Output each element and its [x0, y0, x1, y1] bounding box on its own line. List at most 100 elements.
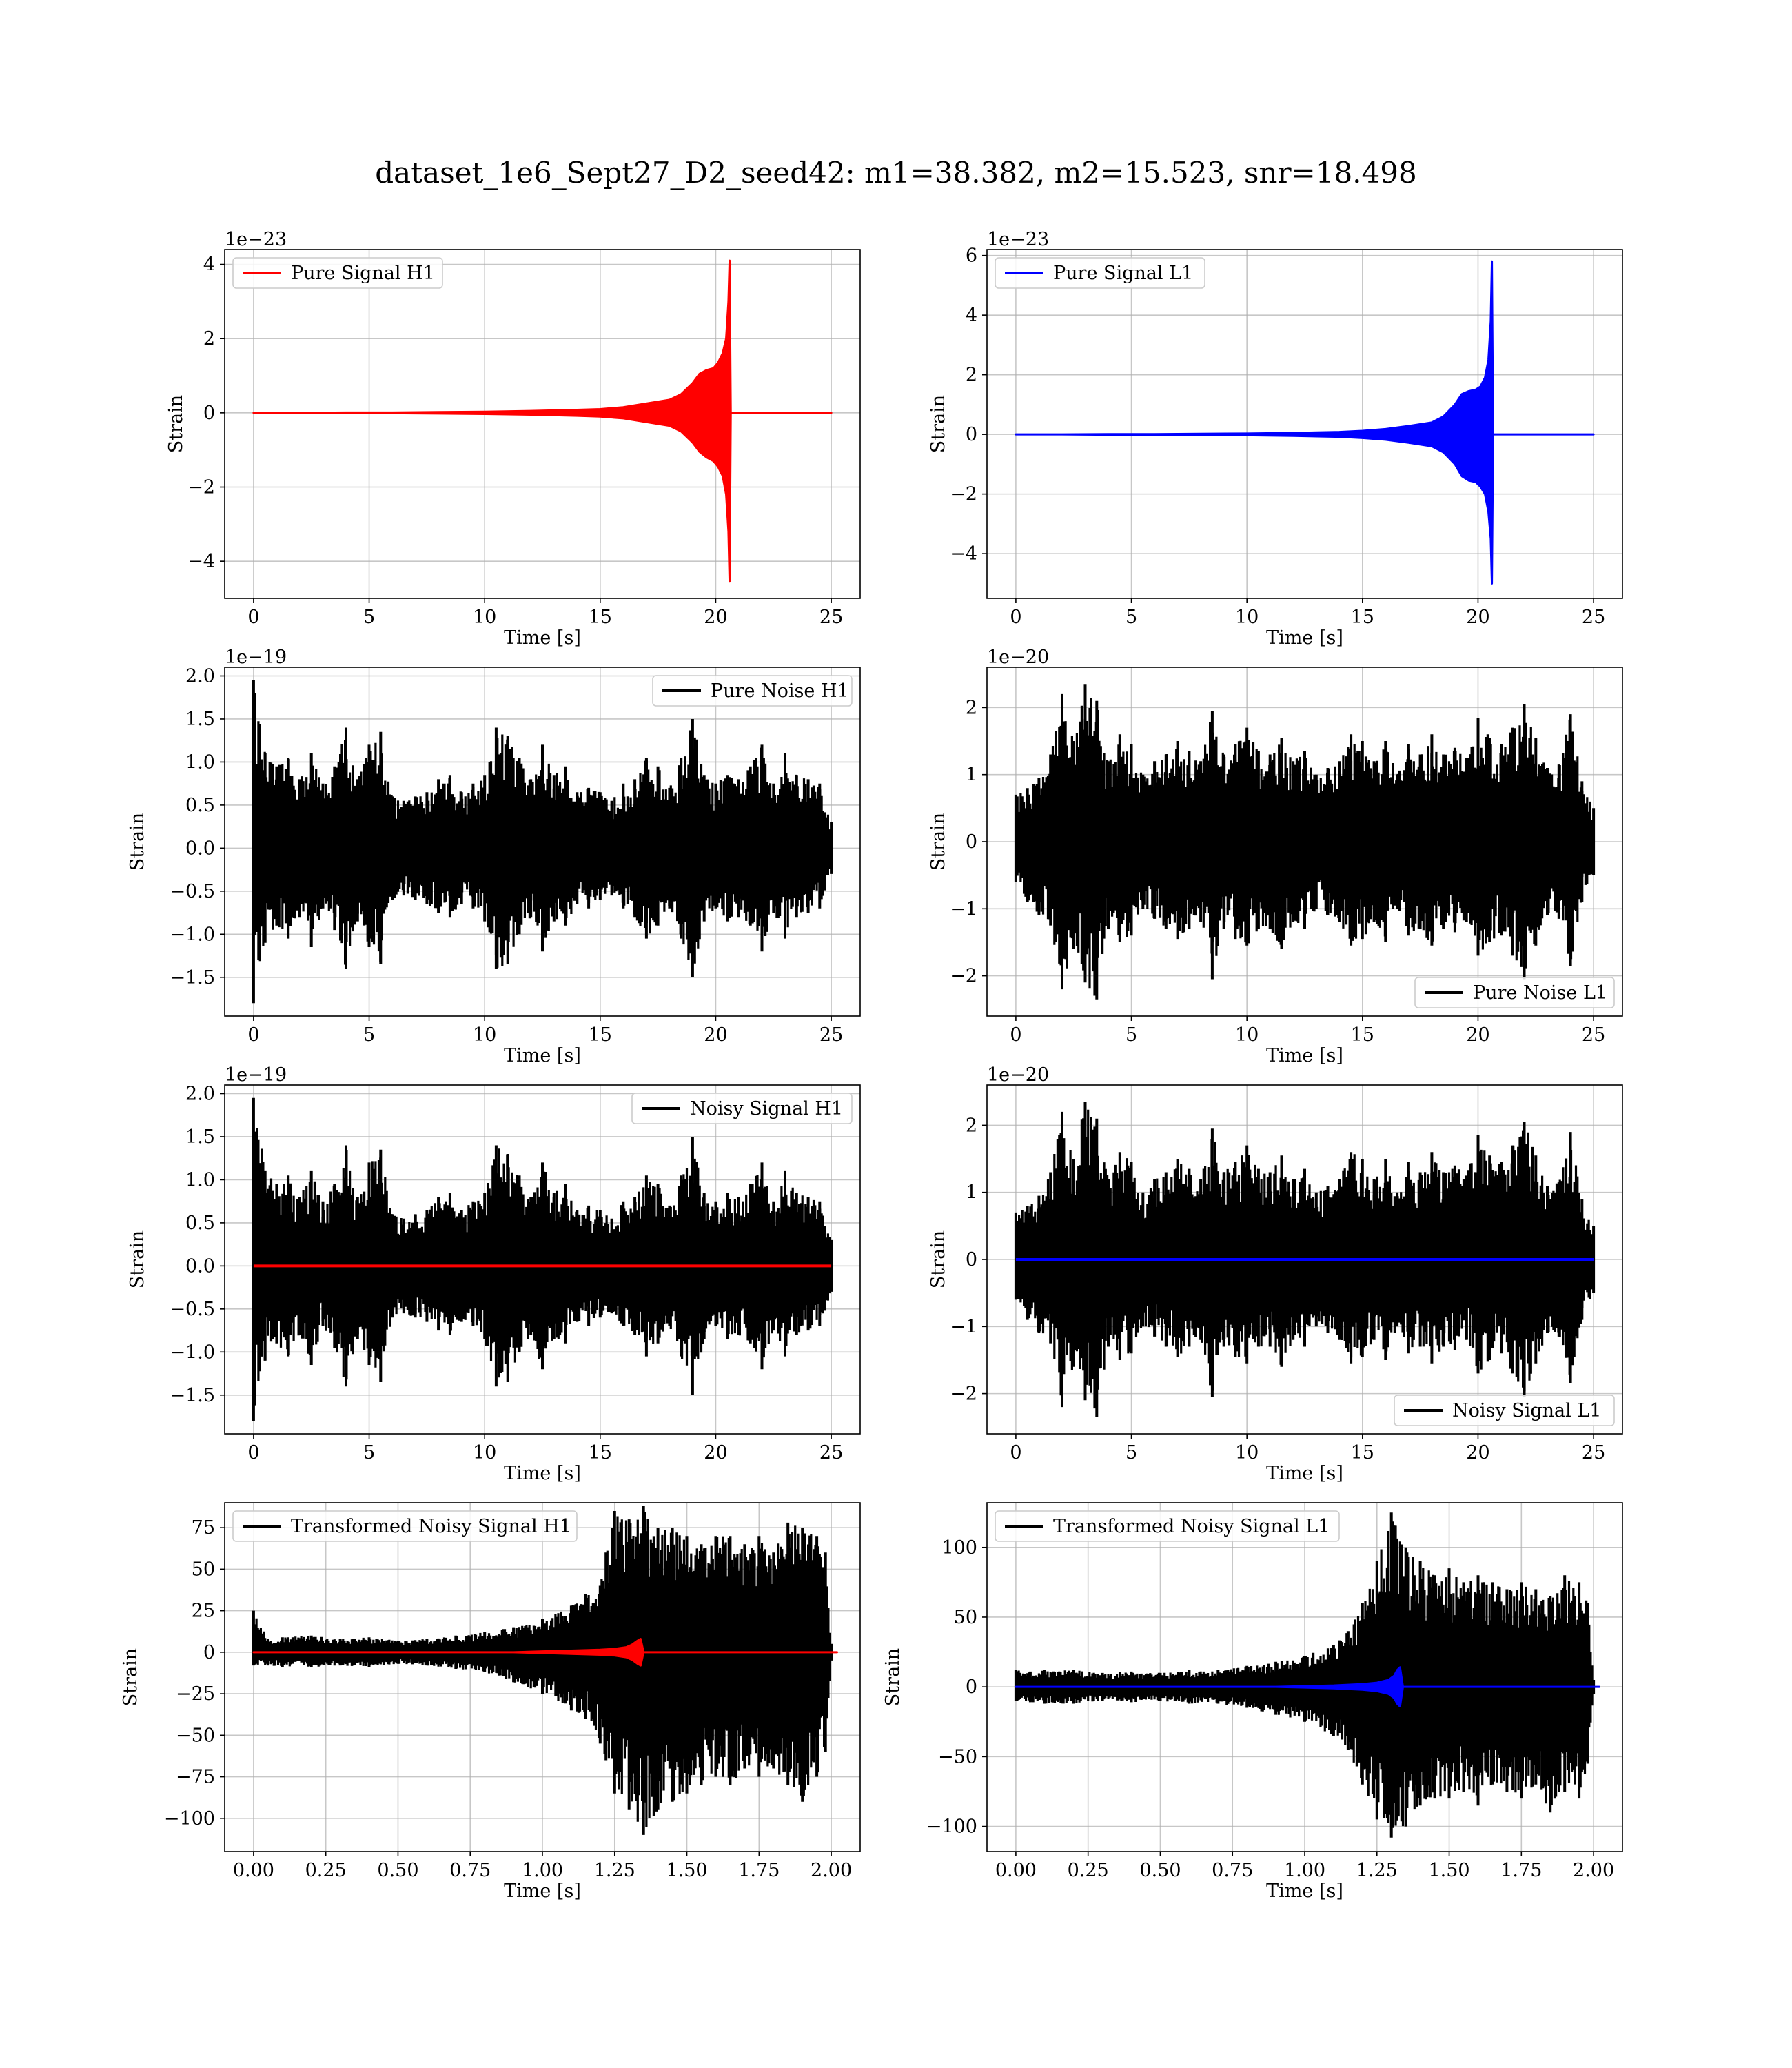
xtick-label-p21: 10	[473, 1024, 496, 1046]
xlabel-p21: Time [s]	[504, 1045, 581, 1066]
xtick-label-p42: 1.50	[1428, 1860, 1469, 1881]
xtick-label-p12: 25	[1582, 607, 1605, 628]
offset-text-p12: 1e−23	[987, 229, 1049, 250]
ytick-label-p12: 0	[966, 424, 977, 445]
ytick-label-p32: −1	[950, 1316, 977, 1337]
ytick-label-p22: 1	[966, 764, 977, 786]
ytick-label-p31: −0.5	[170, 1299, 215, 1320]
legend-frame	[652, 675, 853, 707]
ytick-label-p21: −1.0	[170, 924, 215, 945]
axes-frame-p12	[986, 249, 1623, 599]
legend-p41: Transformed Noisy Signal H1	[232, 1510, 578, 1542]
ytick-label-p42: 0	[966, 1676, 977, 1698]
xtick-label-p12: 15	[1351, 607, 1374, 628]
xtick-label-p42: 0.75	[1212, 1860, 1253, 1881]
xlabel-p41: Time [s]	[504, 1881, 581, 1902]
xtick-label-p21: 0	[247, 1024, 259, 1046]
legend-label: Transformed Noisy Signal L1	[1053, 1516, 1330, 1537]
ytick-label-p31: 2.0	[185, 1083, 215, 1104]
ytick-label-p31: 0.5	[185, 1213, 215, 1234]
xtick-label-p41: 0.00	[233, 1860, 274, 1881]
xtick-label-p42: 0.25	[1068, 1860, 1109, 1881]
subplot-p32: 0 5 10 15 20 25 −2 −1 0 1 2 Time [s] Strain 1e−20 Nois…	[928, 1064, 1623, 1484]
xtick-label-p22: 15	[1351, 1024, 1374, 1046]
ytick-label-p31: −1.5	[170, 1385, 215, 1406]
axes-frame-p21	[224, 667, 861, 1017]
ytick-label-p41: 25	[192, 1601, 215, 1622]
ytick-label-p21: 1.0	[185, 751, 215, 773]
ytick-label-p21: 2.0	[185, 665, 215, 687]
ytick-label-p22: −1	[950, 898, 977, 920]
xlabel-p22: Time [s]	[1266, 1045, 1343, 1066]
subplot-p42: 0.00 0.25 0.50 0.75 1.00 1.25 1.50 1.75 2.00 −100…	[882, 1502, 1623, 1902]
ytick-label-p42: 50	[954, 1607, 977, 1628]
xtick-label-p32: 5	[1126, 1442, 1137, 1463]
xtick-label-p22: 5	[1126, 1024, 1137, 1046]
legend-frame	[1394, 1395, 1615, 1426]
ytick-label-p22: 2	[966, 697, 977, 718]
ytick-label-p41: 0	[203, 1642, 215, 1663]
xtick-label-p22: 0	[1010, 1024, 1021, 1046]
ytick-label-p12: 2	[966, 365, 977, 386]
ylabel-p22: Strain	[928, 813, 949, 871]
xlabel-p31: Time [s]	[504, 1463, 581, 1484]
offset-text-p11: 1e−23	[225, 229, 287, 250]
xtick-label-p12: 0	[1010, 607, 1021, 628]
xtick-label-p31: 5	[363, 1442, 375, 1463]
ytick-label-p42: −50	[938, 1746, 977, 1767]
ylabel-p42: Strain	[882, 1648, 904, 1706]
ytick-label-p31: 1.0	[185, 1169, 215, 1190]
ytick-label-p21: 0.5	[185, 795, 215, 816]
xtick-label-p21: 20	[704, 1024, 727, 1046]
ylabel-p11: Strain	[165, 395, 187, 453]
xtick-label-p41: 0.75	[449, 1860, 491, 1881]
ytick-label-p21: 0.0	[185, 838, 215, 859]
xtick-label-p22: 20	[1466, 1024, 1489, 1046]
legend-p11: Pure Signal H1	[232, 257, 443, 289]
axes-frame-p11	[224, 249, 861, 599]
series-p11-0	[252, 259, 833, 583]
xtick-label-p11: 15	[589, 607, 612, 628]
xtick-label-p31: 10	[473, 1442, 496, 1463]
xtick-label-p31: 15	[589, 1442, 612, 1463]
ylabel-p41: Strain	[120, 1648, 141, 1706]
ytick-label-p11: 2	[203, 328, 215, 349]
offset-text-p22: 1e−20	[987, 647, 1049, 668]
legend-frame	[232, 1510, 578, 1542]
ytick-label-p21: 1.5	[185, 709, 215, 730]
ytick-label-p22: −2	[950, 966, 977, 987]
ytick-label-p42: −100	[926, 1816, 977, 1838]
subplot-p12: 0 5 10 15 20 25 −4 −2 0 2 4 6 Time [s] Strain 1e−23Pur…	[928, 229, 1623, 649]
xtick-label-p41: 0.50	[377, 1860, 418, 1881]
ytick-label-p11: 0	[203, 403, 215, 424]
xlabel-p12: Time [s]	[1266, 627, 1343, 649]
legend-frame	[232, 257, 443, 289]
xlabel-p11: Time [s]	[504, 627, 581, 649]
xtick-label-p32: 15	[1351, 1442, 1374, 1463]
xtick-label-p11: 25	[819, 607, 843, 628]
xtick-label-p31: 0	[247, 1442, 259, 1463]
offset-text-p32: 1e−20	[987, 1064, 1049, 1086]
xtick-label-p12: 5	[1126, 607, 1137, 628]
ytick-label-p42: 100	[941, 1537, 977, 1559]
data-p32	[1014, 1102, 1596, 1417]
legend-frame	[995, 257, 1205, 289]
xtick-label-p31: 25	[819, 1442, 843, 1463]
data-p11	[252, 259, 833, 583]
subplot-p21: 0 5 10 15 20 25 −1.5 −1.0 −0.5 0.0 0.5 1.0 1.5 2.0 Tim…	[127, 647, 861, 1066]
ytick-label-p31: 1.5	[185, 1126, 215, 1148]
ytick-label-p11: −4	[187, 551, 215, 572]
ytick-label-p21: −1.5	[170, 967, 215, 989]
ytick-label-p41: 75	[192, 1517, 215, 1539]
xtick-label-p11: 20	[704, 607, 727, 628]
legend-p21: Pure Noise H1	[652, 675, 853, 707]
ytick-label-p41: −25	[176, 1683, 215, 1705]
xtick-label-p42: 2.00	[1573, 1860, 1614, 1881]
subplot-p31: 0 5 10 15 20 25 −1.5 −1.0 −0.5 0.0 0.5 1.0 1.5 2.0 Tim…	[127, 1064, 861, 1484]
xtick-label-p21: 15	[589, 1024, 612, 1046]
legend-frame	[631, 1093, 853, 1124]
xtick-label-p32: 25	[1582, 1442, 1605, 1463]
xtick-label-p22: 25	[1582, 1024, 1605, 1046]
xtick-label-p11: 0	[247, 607, 259, 628]
